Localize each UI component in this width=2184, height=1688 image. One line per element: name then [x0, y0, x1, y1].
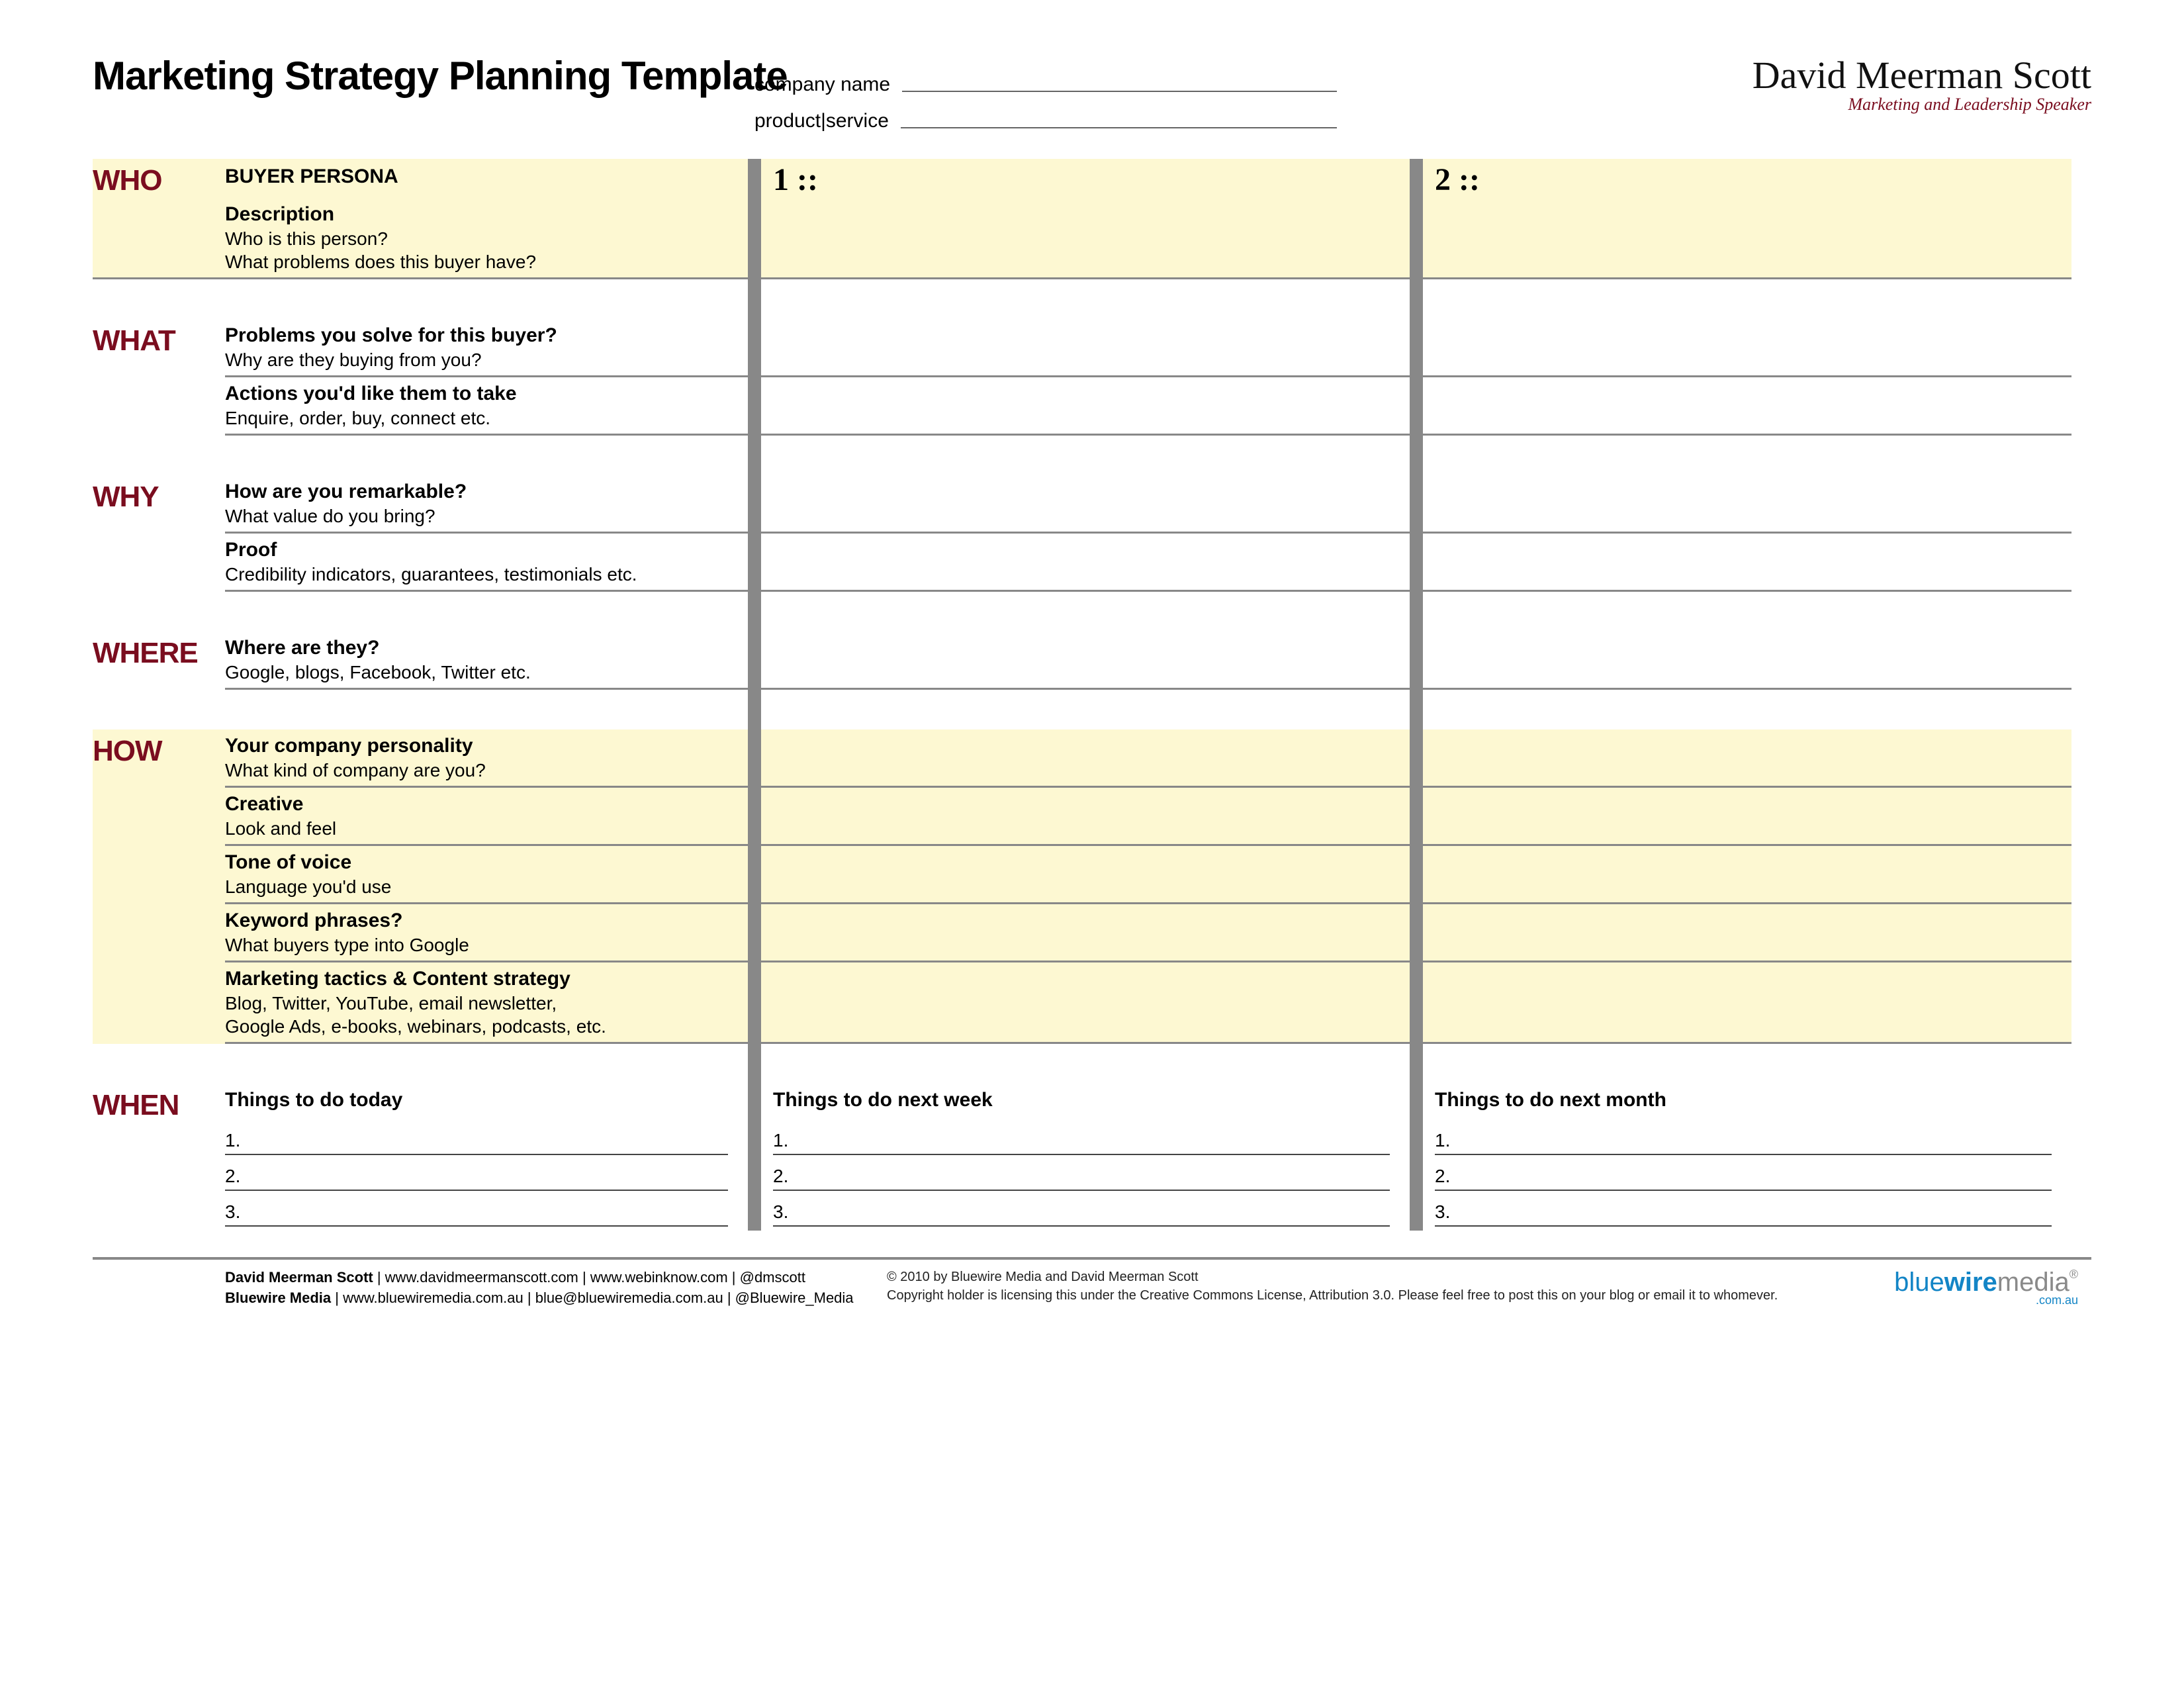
what-problems-sub: Why are they buying from you? [225, 348, 740, 371]
what-actions-sub: Enquire, order, buy, connect etc. [225, 406, 740, 430]
footer-credit-text-2: | www.bluewiremedia.com.au | blue@bluewi… [331, 1289, 853, 1306]
when-week-item-2[interactable]: 2. [773, 1159, 1390, 1191]
where-q: Where are they? [225, 637, 740, 659]
header-meta: company name product|service [754, 60, 1337, 132]
who-description-cell: Description Who is this person?What prob… [225, 198, 748, 279]
when-today-item-2[interactable]: 2. [225, 1159, 728, 1191]
how-personality-fill-2[interactable] [1423, 729, 2071, 788]
how-tactics-fill-2[interactable] [1423, 962, 2071, 1044]
logo-part-wire: wire [1944, 1268, 1997, 1297]
where-sub: Google, blogs, Facebook, Twitter etc. [225, 661, 740, 684]
when-next-week: Things to do next week 1. 2. 3. [761, 1084, 1410, 1231]
when-week-item-1[interactable]: 1. [773, 1123, 1390, 1155]
column-divider [1410, 198, 1423, 279]
why-remarkable-fill-1[interactable] [761, 475, 1410, 534]
section-label-who: WHO [93, 159, 225, 198]
section-label-when: WHEN [93, 1084, 225, 1231]
footer: David Meerman Scott | www.davidmeermansc… [93, 1257, 2091, 1309]
how-personality-q: Your company personality [225, 735, 740, 757]
footer-copyright-block: © 2010 by Bluewire Media and David Meerm… [887, 1268, 1813, 1309]
why-proof-q: Proof [225, 539, 740, 561]
registered-icon: ® [2070, 1268, 2078, 1281]
section-label-what: WHAT [93, 319, 225, 377]
brand-tagline: Marketing and Leadership Speaker [1752, 95, 2091, 115]
when-month-item-1[interactable]: 1. [1435, 1123, 2052, 1155]
what-actions-q: Actions you'd like them to take [225, 383, 740, 405]
why-proof-sub: Credibility indicators, guarantees, test… [225, 563, 740, 586]
why-remarkable-q: How are you remarkable? [225, 481, 740, 503]
header: Marketing Strategy Planning Template com… [93, 53, 2091, 159]
how-creative-q: Creative [225, 793, 740, 816]
how-tactics-q: Marketing tactics & Content strategy [225, 968, 740, 990]
how-creative-sub: Look and feel [225, 817, 740, 840]
how-creative-fill-1[interactable] [761, 788, 1410, 846]
when-today-item-1[interactable]: 1. [225, 1123, 728, 1155]
planning-grid: WHO BUYER PERSONA 1 :: 2 :: Description … [93, 159, 2091, 1231]
who-description-fill-1[interactable] [761, 198, 1410, 279]
product-service-input-line[interactable] [901, 127, 1337, 128]
who-description-q: Description [225, 203, 740, 226]
where-fill-2[interactable] [1423, 632, 2071, 690]
persona-col-2: 2 :: [1423, 159, 2071, 198]
footer-copyright: © 2010 by Bluewire Media and David Meerm… [887, 1268, 1813, 1286]
footer-credit-name-1: David Meerman Scott [225, 1269, 373, 1286]
how-personality-fill-1[interactable] [761, 729, 1410, 788]
section-label-how: HOW [93, 729, 225, 788]
how-tactics-sub: Blog, Twitter, YouTube, email newsletter… [225, 992, 740, 1038]
product-service-label: product|service [754, 110, 901, 132]
how-keywords-fill-2[interactable] [1423, 904, 2071, 962]
when-week-item-3[interactable]: 3. [773, 1195, 1390, 1227]
brand-name: David Meerman Scott [1752, 53, 2091, 97]
where-fill-1[interactable] [761, 632, 1410, 690]
brand-block: David Meerman Scott Marketing and Leader… [1752, 53, 2091, 115]
how-tone-fill-1[interactable] [761, 846, 1410, 904]
what-problems-fill-2[interactable] [1423, 319, 2071, 377]
how-keywords-fill-1[interactable] [761, 904, 1410, 962]
what-problems-fill-1[interactable] [761, 319, 1410, 377]
what-actions-fill-1[interactable] [761, 377, 1410, 436]
who-description-sub: Who is this person?What problems does th… [225, 227, 740, 273]
why-remarkable-sub: What value do you bring? [225, 504, 740, 528]
when-today: Things to do today 1. 2. 3. [225, 1084, 748, 1231]
footer-credits: David Meerman Scott | www.davidmeermansc… [225, 1268, 887, 1309]
logo-part-media: media [1997, 1268, 2070, 1297]
section-label-where: WHERE [93, 632, 225, 690]
when-month-item-3[interactable]: 3. [1435, 1195, 2052, 1227]
how-tactics-fill-1[interactable] [761, 962, 1410, 1044]
why-remarkable-fill-2[interactable] [1423, 475, 2071, 534]
logo-part-blue: blue [1894, 1268, 1944, 1297]
company-name-input-line[interactable] [902, 91, 1337, 92]
column-divider [1410, 159, 1423, 198]
footer-license: Copyright holder is licensing this under… [887, 1286, 1813, 1305]
when-week-title: Things to do next week [773, 1089, 1390, 1111]
who-description-fill-2[interactable] [1423, 198, 2071, 279]
section-label-why: WHY [93, 475, 225, 534]
column-divider [748, 159, 761, 198]
how-tone-sub: Language you'd use [225, 875, 740, 898]
persona-col-1: 1 :: [761, 159, 1410, 198]
how-tone-q: Tone of voice [225, 851, 740, 874]
how-personality-sub: What kind of company are you? [225, 759, 740, 782]
when-today-item-3[interactable]: 3. [225, 1195, 728, 1227]
company-name-label: company name [754, 73, 902, 96]
when-month-title: Things to do next month [1435, 1089, 2052, 1111]
when-month-item-2[interactable]: 2. [1435, 1159, 2052, 1191]
how-tone-fill-2[interactable] [1423, 846, 2071, 904]
column-divider [748, 198, 761, 279]
what-actions-fill-2[interactable] [1423, 377, 2071, 436]
bluewire-logo: bluewiremedia® .com.au [1813, 1268, 2078, 1309]
footer-credit-name-2: Bluewire Media [225, 1289, 331, 1306]
how-keywords-q: Keyword phrases? [225, 910, 740, 932]
buyer-persona-label: BUYER PERSONA [225, 159, 748, 188]
when-today-title: Things to do today [225, 1089, 728, 1111]
why-proof-fill-2[interactable] [1423, 534, 2071, 592]
footer-credit-text-1: | www.davidmeermanscott.com | www.webink… [373, 1269, 805, 1286]
when-next-month: Things to do next month 1. 2. 3. [1423, 1084, 2071, 1231]
how-creative-fill-2[interactable] [1423, 788, 2071, 846]
what-problems-q: Problems you solve for this buyer? [225, 324, 740, 347]
why-proof-fill-1[interactable] [761, 534, 1410, 592]
how-keywords-sub: What buyers type into Google [225, 933, 740, 957]
